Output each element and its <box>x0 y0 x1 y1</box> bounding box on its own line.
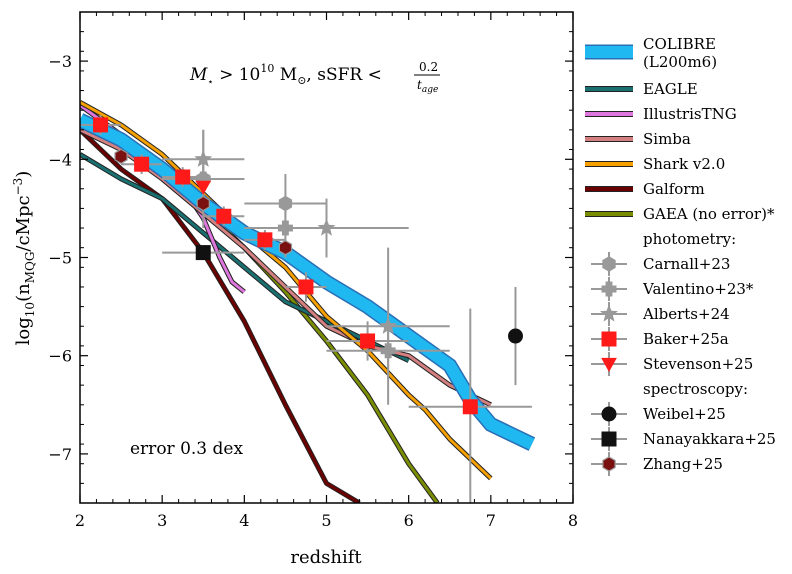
x-tick-label: 7 <box>486 511 496 530</box>
legend-spectroscopy-header: spectroscopy: <box>643 380 748 398</box>
galform-line <box>80 128 361 503</box>
baker-25a-point-5 <box>298 279 314 295</box>
legend-label-colibre-l200m6-2: (L200m6) <box>643 53 717 71</box>
eagle-line <box>80 153 410 362</box>
legend-label-simba: Simba <box>643 130 691 148</box>
legend-label-nanayakkara-25: Nanayakkara+25 <box>643 430 776 448</box>
legend-label-weibel-25: Weibel+25 <box>643 405 726 423</box>
legend-marker-zhang-25 <box>602 456 616 472</box>
x-tick-label: 8 <box>568 511 578 530</box>
zhang-25-point-0 <box>114 148 128 165</box>
alberts-24-point-1 <box>317 218 336 236</box>
legend-label-alberts-24: Alberts+24 <box>642 305 730 323</box>
eagle-line-edge <box>80 152 410 363</box>
nanayakkara-25-point-0 <box>195 245 211 261</box>
zhang-25-point-1 <box>196 195 210 212</box>
legend-marker-alberts-24 <box>599 304 619 322</box>
y-tick-label: −7 <box>48 445 72 464</box>
legend-label-eagle: EAGLE <box>643 80 698 98</box>
baker-25a-point-1 <box>134 156 150 172</box>
plot-area <box>80 100 536 503</box>
title-fraction-numerator: 0.2 <box>419 60 438 74</box>
weibel-25-point-0 <box>507 328 523 344</box>
legend-label-valentino-23: Valentino+23* <box>642 280 754 298</box>
alberts-24-point-2 <box>379 316 398 334</box>
baker-25a-point-4 <box>257 232 273 248</box>
error-annotation: error 0.3 dex <box>130 439 243 459</box>
x-axis-label: redshift <box>290 547 362 568</box>
baker-25a-point-7 <box>462 399 478 415</box>
zhang-25-point-2 <box>278 240 293 256</box>
legend-label-illustristng: IllustrisTNG <box>643 105 737 123</box>
axes: 2 3 4 5 6 7 8 −3 −4 −5 −6 −7 <box>48 11 578 530</box>
baker-25a-point-0 <box>93 117 109 133</box>
x-tick-label: 5 <box>321 511 331 530</box>
y-tick-label: −6 <box>48 347 72 366</box>
legend-label-shark-v2-0: Shark v2.0 <box>643 155 725 173</box>
baker-25a-point-6 <box>360 333 376 349</box>
y-tick-label: −5 <box>48 249 72 268</box>
legend-label-carnall-23: Carnall+23 <box>643 255 730 273</box>
legend-marker-nanayakkara-25 <box>601 431 617 447</box>
alberts-24-point-0 <box>194 149 213 167</box>
baker-25a-point-2 <box>175 169 191 185</box>
legend-photometry-header: photometry: <box>643 230 736 248</box>
y-tick-label: −4 <box>48 150 72 169</box>
y-axis-label: log10(nMQG/cMpc−3) <box>11 171 37 346</box>
legend-label-galform: Galform <box>643 180 705 198</box>
x-tick-label: 3 <box>157 511 167 530</box>
legend-marker-stevenson-25 <box>601 357 617 373</box>
legend-label-stevenson-25: Stevenson+25 <box>643 355 753 373</box>
legend-marker-weibel-25 <box>601 406 617 422</box>
title-annotation: M⋆ > 1010 M⊙, sSFR < <box>189 62 382 88</box>
y-tick-label: −3 <box>48 52 72 71</box>
stevenson-25-point-0 <box>195 180 212 195</box>
legend-marker-baker-25a <box>601 331 617 347</box>
legend-label-zhang-25: Zhang+25 <box>643 455 723 473</box>
legend-label-colibre-l200m6: COLIBRE <box>643 35 716 53</box>
x-tick-label: 6 <box>404 511 414 530</box>
legend: COLIBRE(L200m6) EAGLE IllustrisTNG Simba Sha… <box>585 35 776 476</box>
baker-25a-point-3 <box>216 208 232 224</box>
x-tick-label: 4 <box>239 511 249 530</box>
x-tick-label: 2 <box>75 511 85 530</box>
title-fraction-denominator: tage <box>417 78 438 95</box>
annotations: M⋆ > 1010 M⊙, sSFR < 0.2 tage error 0.3 … <box>130 60 440 459</box>
legend-marker-carnall-23 <box>602 256 616 272</box>
legend-marker-valentino-23 <box>601 281 617 297</box>
legend-label-baker-25a: Baker+25a <box>643 330 729 348</box>
legend-label-gaea-no-error: GAEA (no error)* <box>643 205 775 223</box>
